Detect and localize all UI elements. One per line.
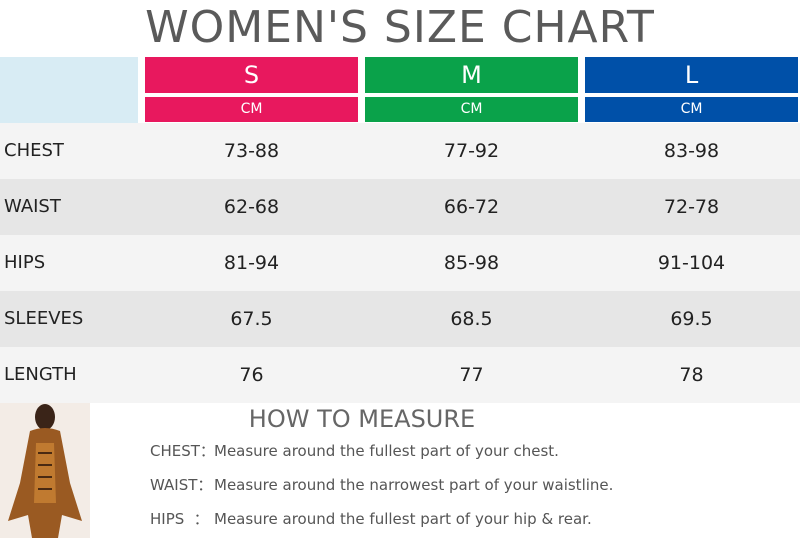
table-row: SLEEVES 67.5 68.5 69.5 bbox=[0, 291, 800, 347]
measure-text: Measure around the fullest part of your … bbox=[214, 442, 559, 460]
title: WOMEN'S SIZE CHART bbox=[145, 2, 655, 53]
size-value: 78 bbox=[679, 364, 704, 386]
table-row: LENGTH 76 77 78 bbox=[0, 347, 800, 403]
size-value: 76 bbox=[239, 364, 264, 386]
size-header: M bbox=[365, 57, 578, 93]
model-photo bbox=[0, 403, 90, 538]
row-label: SLEEVES bbox=[4, 308, 84, 329]
measure-label: HIPS ： bbox=[150, 510, 209, 528]
row-label: WAIST bbox=[4, 196, 61, 217]
measure-text: Measure around the fullest part of your … bbox=[214, 510, 592, 528]
measure-title: HOW TO MEASURE bbox=[248, 405, 476, 433]
size-value: 72-78 bbox=[663, 196, 720, 218]
header-corner bbox=[0, 57, 138, 123]
measure-item: WAIST： Measure around the narrowest part … bbox=[150, 473, 613, 497]
size-value: 69.5 bbox=[670, 308, 713, 330]
measure-item: HIPS ： Measure around the fullest part of… bbox=[150, 507, 592, 531]
table-row: WAIST 62-68 66-72 72-78 bbox=[0, 179, 800, 235]
unit-header: CM bbox=[145, 97, 358, 122]
size-value: 81-94 bbox=[223, 252, 280, 274]
row-label: HIPS bbox=[4, 252, 46, 273]
row-label: CHEST bbox=[4, 140, 64, 161]
unit-header: CM bbox=[585, 97, 798, 122]
size-value: 66-72 bbox=[443, 196, 500, 218]
size-header: S bbox=[145, 57, 358, 93]
row-label: LENGTH bbox=[4, 364, 77, 385]
size-value: 91-104 bbox=[657, 252, 726, 274]
size-value: 67.5 bbox=[230, 308, 273, 330]
table-row: HIPS 81-94 85-98 91-104 bbox=[0, 235, 800, 291]
size-value: 85-98 bbox=[443, 252, 500, 274]
size-value: 77 bbox=[459, 364, 484, 386]
size-value: 77-92 bbox=[443, 140, 500, 162]
size-value: 83-98 bbox=[663, 140, 720, 162]
measure-label: WAIST： bbox=[150, 476, 213, 494]
unit-header: CM bbox=[365, 97, 578, 122]
measure-item: CHEST：Measure around the fullest part of… bbox=[150, 439, 559, 463]
size-value: 68.5 bbox=[450, 308, 493, 330]
measure-label: CHEST： bbox=[150, 442, 215, 460]
size-header: L bbox=[585, 57, 798, 93]
size-value: 62-68 bbox=[223, 196, 280, 218]
size-value: 73-88 bbox=[223, 140, 280, 162]
table-row: CHEST 73-88 77-92 83-98 bbox=[0, 123, 800, 179]
measure-text: Measure around the narrowest part of you… bbox=[214, 476, 614, 494]
